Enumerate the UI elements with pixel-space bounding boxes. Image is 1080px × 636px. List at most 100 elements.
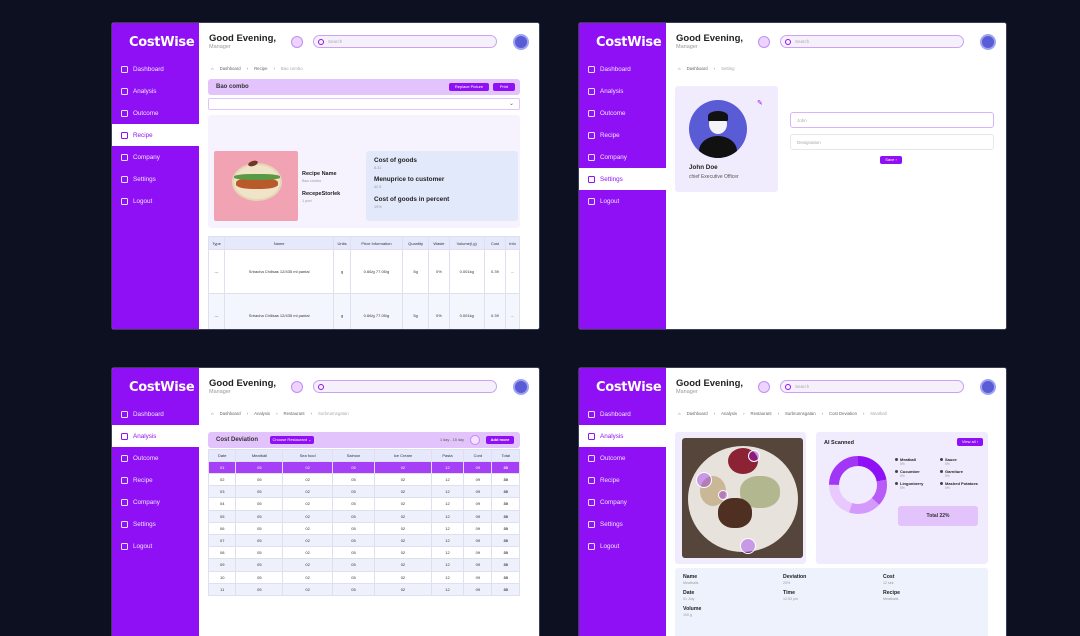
search-input[interactable]: Search [313, 35, 497, 48]
search-input[interactable]: Search [780, 380, 964, 393]
table-row[interactable]: 06 05 02 05 02 12 09 30 [207, 521, 520, 535]
nav-settings[interactable]: Settings [112, 168, 199, 190]
nav-outcome[interactable]: Outcome [112, 447, 199, 469]
table-row[interactable]: 02 05 02 05 02 12 09 30 [207, 472, 520, 487]
table-header: Quantity [401, 236, 430, 250]
table-cell: 12 [430, 582, 465, 596]
calendar-icon[interactable] [291, 381, 303, 393]
date-range[interactable]: 1 day - 15 day [440, 438, 465, 442]
nav-dashboard[interactable]: Dashboard [112, 58, 199, 80]
scan-image-card [675, 432, 806, 564]
donut-slice[interactable] [829, 456, 887, 514]
table-row[interactable]: 08 05 02 05 02 12 09 30 [207, 546, 520, 560]
table-row[interactable]: 09 05 02 05 02 12 09 30 [207, 558, 520, 572]
table-row[interactable]: 04 05 02 05 02 12 09 30 [207, 497, 520, 511]
name-field[interactable]: John [790, 112, 994, 128]
scan-marker[interactable] [718, 490, 728, 500]
table-row[interactable]: --- Sriracha Chilisas 12/435 ml pantai g 0.… [207, 249, 520, 294]
app-logo: CostWise [129, 35, 195, 50]
nav-company[interactable]: Company [112, 146, 199, 168]
search-icon [318, 38, 324, 45]
table-header: Cost [483, 236, 507, 250]
topbar: Good Evening, Manager Search [199, 23, 539, 53]
nav-analysis[interactable]: Analysis [579, 425, 666, 447]
nav-list: Dashboard Analysis Outcome Recipe Compan… [579, 403, 666, 557]
nav-outcome[interactable]: Outcome [112, 102, 199, 124]
table-row-highlight[interactable]: 01 05 02 05 02 12 09 30 [207, 461, 520, 474]
nav-logout[interactable]: Logout [112, 535, 199, 557]
save-button[interactable]: Save › [880, 156, 902, 164]
calendar-icon[interactable] [470, 435, 480, 445]
scan-marker[interactable] [748, 450, 760, 462]
nav-recipe[interactable]: Recipe [579, 469, 666, 491]
donut-slice[interactable] [829, 456, 887, 514]
calendar-icon[interactable] [758, 36, 770, 48]
table-cell: 0.66/g 77.05/g [350, 249, 403, 294]
nav-dashboard[interactable]: Dashboard [579, 403, 666, 425]
app-logo: CostWise [596, 380, 662, 395]
nav-recipe[interactable]: Recipe [112, 124, 199, 146]
table-cell: 08 [207, 546, 237, 560]
replace-picture-button[interactable]: Replace Picture [449, 83, 489, 91]
meal-info-item: Time 12:53 pm [783, 590, 798, 601]
table-row[interactable]: --- Sriracha Chilisas 12/435 ml pantai g 0.… [207, 293, 520, 329]
restaurant-dropdown[interactable]: Choose Restaurant ⌄ [270, 436, 314, 444]
cost-deviation-header: Cost Deviation Choose Restaurant ⌄ 1 day… [208, 432, 520, 448]
search-icon [785, 383, 791, 390]
recipe-icon [121, 131, 128, 139]
add-more-button[interactable]: Add more [486, 436, 514, 444]
calendar-icon[interactable] [758, 381, 770, 393]
table-row[interactable]: 07 05 02 05 02 12 09 30 [207, 533, 520, 548]
nav-company[interactable]: Company [579, 491, 666, 513]
designation-field[interactable]: Designation [790, 134, 994, 150]
nav-company[interactable]: Company [579, 146, 666, 168]
avatar[interactable] [980, 34, 996, 50]
nav-settings[interactable]: Settings [112, 513, 199, 535]
nav-logout[interactable]: Logout [579, 535, 666, 557]
donut-slice[interactable] [829, 456, 887, 514]
scan-marker[interactable] [740, 538, 756, 554]
nav-settings[interactable]: Settings [579, 513, 666, 535]
ingredients-table: Type Name Units Price Information Quantity Wa… [207, 236, 520, 329]
nav-dashboard[interactable]: Dashboard [112, 403, 199, 425]
table-row[interactable]: 03 05 02 05 02 12 09 30 [207, 485, 520, 499]
search-input[interactable]: Search [780, 35, 964, 48]
nav-logout[interactable]: Logout [112, 190, 199, 212]
table-cell: 05 [331, 582, 376, 596]
nav-recipe[interactable]: Recipe [579, 124, 666, 146]
nav-company[interactable]: Company [112, 491, 199, 513]
nav-analysis[interactable]: Analysis [112, 80, 199, 102]
nav-recipe[interactable]: Recipe [112, 469, 199, 491]
view-all-button[interactable]: View all › [957, 438, 983, 446]
nav-outcome[interactable]: Outcome [579, 447, 666, 469]
nav-outcome[interactable]: Outcome [579, 102, 666, 124]
search-input[interactable] [313, 380, 497, 393]
table-row[interactable]: 11 05 02 05 02 12 09 30 [207, 582, 520, 596]
print-button[interactable]: Print [493, 83, 515, 91]
table-cell: 5g [401, 249, 430, 294]
nav-analysis[interactable]: Analysis [579, 80, 666, 102]
nav-dashboard[interactable]: Dashboard [579, 58, 666, 80]
table-row[interactable]: 10 05 02 05 02 12 09 30 [207, 570, 520, 584]
table-row[interactable]: 05 05 02 05 02 12 09 30 [207, 509, 520, 523]
analysis-icon [121, 87, 128, 95]
table-cell: 0.39 [483, 249, 507, 294]
table-cell: 12 [430, 472, 465, 487]
table-cell: 30 [491, 461, 520, 474]
avatar[interactable] [513, 34, 529, 50]
donut-slice[interactable] [829, 456, 887, 514]
scan-marker[interactable] [696, 472, 712, 488]
recipe-select[interactable]: ⌄ [208, 98, 520, 110]
table-cell: 09 [463, 521, 493, 535]
nav-logout[interactable]: Logout [579, 190, 666, 212]
nav-settings[interactable]: Settings [579, 168, 666, 190]
nav-analysis[interactable]: Analysis [112, 425, 199, 447]
table-cell: 30 [491, 533, 520, 548]
table-cell: 06 [207, 521, 237, 535]
avatar[interactable] [980, 379, 996, 395]
edit-icon[interactable]: ✎ [757, 100, 763, 107]
table-cell: 02 [282, 497, 333, 511]
profile-avatar [689, 100, 747, 158]
avatar[interactable] [513, 379, 529, 395]
calendar-icon[interactable] [291, 36, 303, 48]
